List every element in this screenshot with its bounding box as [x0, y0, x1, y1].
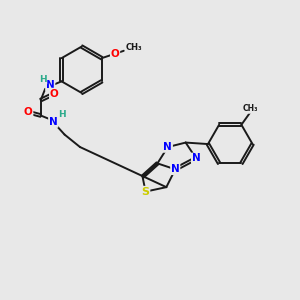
Text: O: O [24, 107, 33, 117]
Text: CH₃: CH₃ [125, 43, 142, 52]
Text: CH₃: CH₃ [243, 104, 258, 113]
Text: N: N [46, 80, 55, 90]
Text: S: S [142, 187, 149, 196]
Text: O: O [50, 88, 58, 98]
Text: H: H [39, 75, 46, 84]
Text: N: N [192, 153, 200, 163]
Text: N: N [171, 164, 180, 174]
Text: N: N [49, 117, 58, 127]
Text: O: O [111, 49, 119, 59]
Text: H: H [58, 110, 65, 119]
Text: N: N [164, 142, 172, 152]
